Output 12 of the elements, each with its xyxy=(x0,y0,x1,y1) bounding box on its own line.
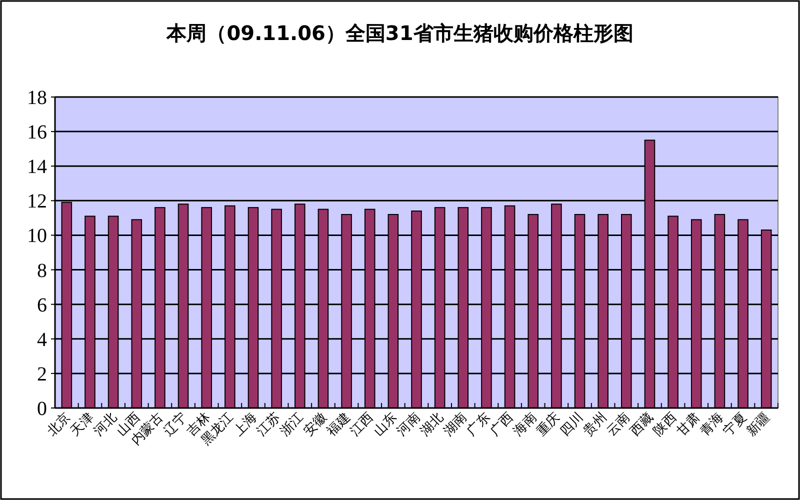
y-tick-label: 14 xyxy=(27,156,47,178)
y-tick-label: 8 xyxy=(37,260,47,282)
x-tick-label: 新疆 xyxy=(744,410,774,440)
y-tick-label: 0 xyxy=(37,398,47,420)
y-tick-label: 10 xyxy=(27,225,47,248)
y-tick-label: 12 xyxy=(27,190,47,213)
y-tick-label: 2 xyxy=(37,363,47,386)
chart-title: 本周（09.11.06）全国31省市生猪收购价格柱形图 xyxy=(166,21,634,45)
y-tick-label: 16 xyxy=(27,122,47,144)
y-tick-label: 6 xyxy=(37,294,47,316)
y-tick-label: 4 xyxy=(37,328,47,351)
y-tick-label: 18 xyxy=(27,87,47,109)
